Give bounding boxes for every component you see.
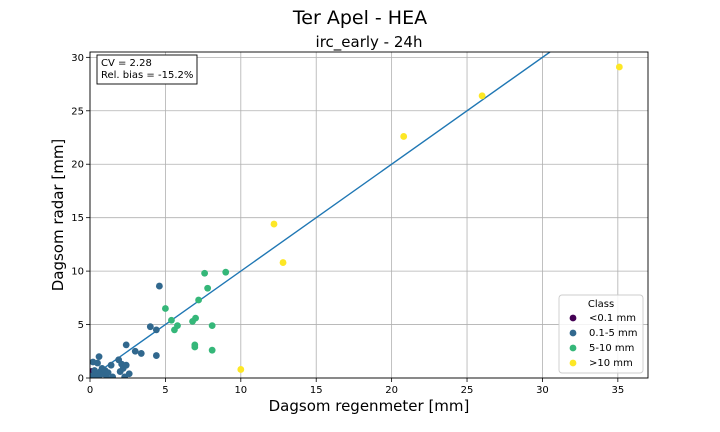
legend-label: <0.1 mm [589,313,636,324]
points-group [90,63,623,378]
y-tick-label: 25 [71,106,84,117]
legend: Class <0.1 mm 0.1-5 mm 5-10 mm >10 mm [558,294,644,374]
data-point [122,361,130,369]
data-point [478,92,486,100]
fit-line [90,52,551,378]
axes-frame [89,51,649,379]
data-point [192,314,199,322]
stats-annotation-line: Rel. bias = -15.2% [101,70,193,81]
legend-marker [569,359,577,367]
data-point [270,220,278,228]
data-point [94,359,101,367]
data-point [208,346,216,354]
y-axis-label: Dagsom radar [mm] [49,139,67,292]
y-tick-label: 0 [78,374,84,385]
data-point [174,322,181,330]
x-tick-label: 35 [611,385,624,396]
legend-label: 5-10 mm [589,343,634,354]
legend-label: >10 mm [589,358,633,369]
x-tick-label: 30 [536,385,549,396]
data-point [222,268,230,276]
fit-line-group [90,52,551,378]
stats-annotation-box [96,54,198,85]
data-point [131,347,139,355]
data-point [137,350,145,357]
y-tick-label: 30 [71,53,84,64]
x-axis-label: Dagsom regenmeter [mm] [269,397,470,415]
data-point [95,353,103,361]
plot-area: 0 5 10 15 20 25 30 35 0 5 10 15 20 25 30 CV = 2.28Rel. … [71,51,649,396]
data-point [162,305,169,312]
chart-title: irc_early - 24h [316,33,423,52]
data-point [104,369,112,377]
data-point [122,341,130,349]
chart-suptitle: Ter Apel - HEA [292,7,427,29]
data-point [279,259,287,266]
data-point [146,323,154,331]
y-tick-label: 15 [71,213,84,224]
data-point [152,326,160,334]
data-point [400,133,408,140]
legend-title: Class [588,299,614,310]
y-tick-label: 20 [71,160,84,171]
data-point [201,269,209,277]
y-tick-label: 10 [71,267,84,278]
legend-marker [569,314,577,322]
data-point [155,282,163,290]
data-point [152,352,160,359]
legend-marker [569,344,577,352]
x-tick-label: 25 [461,385,474,396]
data-point [195,296,202,304]
legend-label: 0.1-5 mm [589,328,638,339]
x-tick-label: 5 [162,385,168,396]
legend-box [558,294,644,374]
stats-annotation-line: CV = 2.28 [101,58,152,69]
data-point [204,284,212,292]
x-tick-label: 10 [234,385,247,396]
data-point [109,373,117,378]
data-point [237,366,245,373]
data-point [191,341,199,349]
data-point [107,361,115,369]
legend-marker [569,329,577,337]
data-point [208,322,216,330]
y-tick-label: 5 [78,320,84,331]
data-point [168,316,175,324]
x-tick-label: 20 [385,385,398,396]
data-point [615,63,623,71]
x-tick-label: 15 [310,385,323,396]
x-tick-label: 0 [87,385,93,396]
data-point [125,370,133,378]
